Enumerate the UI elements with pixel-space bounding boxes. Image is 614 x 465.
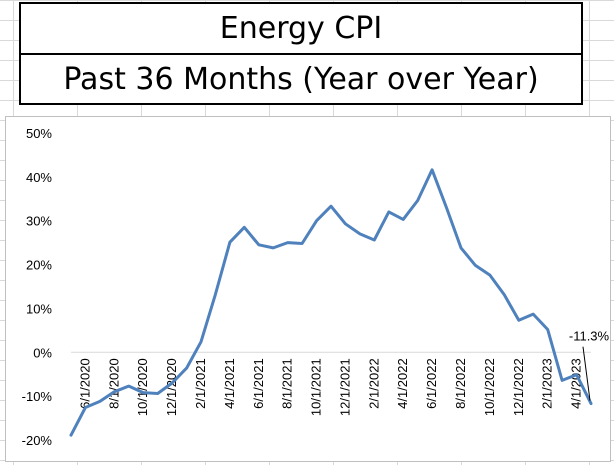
- line-chart: 50% 40% 30% 20% 10% 0% -10% -20% 6/1/2020 8/1/202…: [22, 126, 610, 448]
- series-line: [69, 168, 593, 437]
- x-tick-label: 12/1/2020: [164, 358, 179, 416]
- x-tick-label: 2/1/2022: [366, 358, 381, 409]
- y-tick-label: 50%: [26, 126, 52, 141]
- x-tick-label: 10/1/2022: [482, 358, 497, 416]
- annotation-label: -11.3%: [569, 329, 610, 344]
- x-tick-label: 8/1/2020: [106, 358, 121, 409]
- x-tick-label: 12/1/2022: [511, 358, 526, 416]
- x-tick-label: 10/1/2021: [309, 358, 324, 416]
- y-tick-label: 20%: [26, 258, 52, 273]
- y-tick-label: 0%: [33, 345, 52, 360]
- annotation-leader: [582, 346, 591, 401]
- chart-subtitle: Past 36 Months (Year over Year): [19, 53, 583, 105]
- chart-title: Energy CPI: [19, 2, 583, 55]
- x-tick-label: 6/1/2020: [77, 358, 92, 409]
- x-tick-label: 6/1/2022: [424, 358, 439, 409]
- x-tick-label: 2/1/2023: [540, 358, 555, 409]
- x-tick-label: 8/1/2021: [280, 358, 295, 409]
- chart-subtitle-text: Past 36 Months (Year over Year): [63, 61, 539, 97]
- y-tick-label: -10%: [22, 389, 53, 404]
- x-tick-label: 4/1/2021: [222, 358, 237, 409]
- y-tick-label: 40%: [26, 170, 52, 185]
- y-tick-label: 10%: [26, 301, 52, 316]
- chart-area[interactable]: 50% 40% 30% 20% 10% 0% -10% -20% 6/1/2020 8/1/202…: [5, 116, 611, 462]
- x-tick-label: 4/1/2023: [569, 358, 584, 409]
- x-tick-label: 10/1/2020: [135, 358, 150, 416]
- y-tick-label: 30%: [26, 214, 52, 229]
- x-tick-label: 2/1/2021: [193, 358, 208, 409]
- x-tick-label: 12/1/2021: [337, 358, 352, 416]
- x-tick-label: 4/1/2022: [395, 358, 410, 409]
- x-tick-label: 6/1/2021: [251, 358, 266, 409]
- x-tick-label: 8/1/2022: [453, 358, 468, 409]
- chart-title-text: Energy CPI: [219, 11, 383, 46]
- y-tick-label: -20%: [22, 433, 53, 448]
